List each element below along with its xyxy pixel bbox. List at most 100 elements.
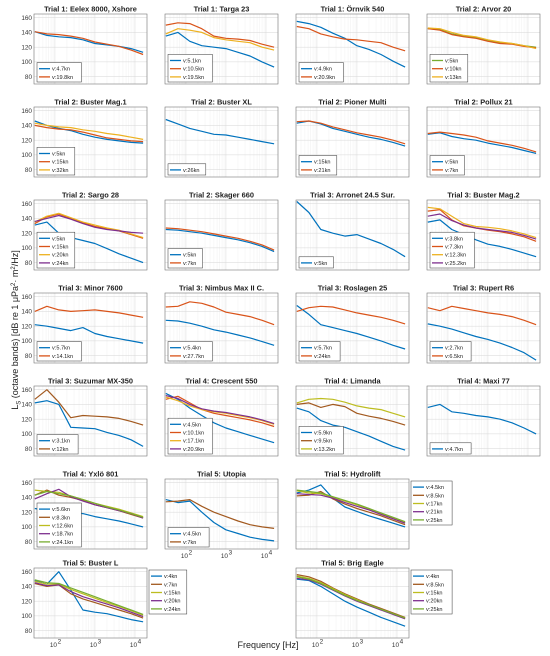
series-line [427,213,537,240]
axes-frame [295,478,410,550]
legend: v:4kn v:7kn v:15kn v:20kn v:24kn [148,569,188,615]
axes-frame [426,292,541,364]
legend-label: v:21kn [426,510,442,516]
legend-label: v:12.6kn [52,524,73,530]
legend: v:5.7kn v:24kn [298,341,341,362]
series-line [34,580,144,616]
legend-label: v:4kn [426,574,439,580]
panel-title: Trial 2: Arvor 20 [456,5,512,14]
series-line [296,493,406,524]
panel-title: Trial 2: Pioner Multi [318,98,386,107]
legend: v:2.7kn v:6.5kn [429,341,472,362]
panel: Trial 3: Suzumar MX-350 80 100 120 140 160 v:3… [21,377,148,457]
series-line [34,582,144,618]
series-line [296,20,406,68]
panel-title: Trial 2: Buster XL [191,98,252,107]
legend-label: v:4.5kn [183,532,201,538]
y-tick-label: 140 [21,495,32,502]
panel-title: Trial 3: Minor 7600 [58,284,123,293]
series-line [427,131,537,153]
legend: v:4kn v:8.5kn v:15kn v:20kn v:25kn [410,569,453,615]
panel: Trial 3: Roslagen 25 v:5.7kn v:24kn [295,284,410,364]
legend-label: v:4kn [164,574,177,580]
legend-label: v:19.8kn [52,75,73,81]
x-tick-exponent: 2 [58,639,62,646]
series-line [165,499,275,542]
legend: v:3.1kn v:12kn [36,434,79,455]
axes-frame [164,13,279,85]
series-line [296,574,406,618]
legend-label: v:24kn [164,607,180,613]
series-line [34,31,144,56]
y-axis-label: LS (octave bands) [dB re 1 μPa2· m2/Hz] [10,250,23,410]
panel: Trial 2: Pioner Multi v:15kn v:21kn [295,98,410,178]
series-line [296,578,406,627]
legend-label: v:24.1kn [52,540,73,546]
axes-frame [295,567,410,639]
axes-frame [33,199,148,271]
axes-frame [33,292,148,364]
y-tick-label: 80 [25,74,33,81]
series-line [34,213,144,239]
panel-title: Trial 3: Arronet 24.5 Sur. [310,191,395,200]
legend-label: v:18.7kn [52,532,73,538]
y-tick-label: 160 [21,569,32,576]
y-tick-label: 120 [21,598,32,605]
legend-label: v:20.9kn [314,75,335,81]
panel: Trial 2: Sargo 28 80 100 120 140 160 v:5kn v:15… [21,191,148,271]
legend-label: v:8.5kn [426,582,444,588]
legend-label: v:5kn [183,253,196,259]
panel: Trial 5: Hydroliftv:4.5knv:8.5knv:17knv:… [295,470,453,550]
axes-frame [295,199,410,271]
legend-label: v:25.2kn [445,261,466,267]
x-tick-label: 10 [130,642,138,649]
legend-label: v:5.4kn [183,346,201,352]
y-tick-label: 80 [25,539,33,546]
legend-label: v:13.2kn [314,447,335,453]
legend-label: v:21kn [314,168,330,174]
legend-label: v:10kn [445,67,461,73]
legend-label: v:14.1kn [52,354,73,360]
series-line [34,305,144,318]
legend-label: v:10.5kn [183,67,204,73]
legend: v:5kn [298,256,334,269]
y-tick-label: 120 [21,323,32,330]
legend: v:15kn v:21kn [298,155,338,176]
axes-frame [426,13,541,85]
x-tick-exponent: 3 [229,550,233,557]
legend-label: v:12kn [52,447,68,453]
panel: Trial 3: Minor 7600 80 100 120 140 160 v:5.7kn… [21,284,148,364]
legend-label: v:4.7kn [445,447,463,453]
series-line [34,324,144,344]
y-tick-label: 100 [21,152,32,159]
legend-label: v:5.6kn [52,507,70,513]
legend: v:3.8kn v:7.3kn v:12.3kn v:25.2kn [429,231,475,269]
series-line [165,31,275,68]
axes-frame [164,292,279,364]
series-line [427,132,537,154]
y-tick-label: 160 [21,294,32,301]
series-line [165,28,275,51]
y-tick-label: 100 [21,524,32,531]
legend-label: v:17.1kn [183,439,204,445]
panel-title: Trial 3: Roslagen 25 [318,284,387,293]
legend-label: v:5.1kn [183,59,201,65]
panel-title: Trial 5: Utopia [197,470,247,479]
y-tick-label: 120 [21,44,32,51]
y-tick-label: 160 [21,15,32,22]
legend-label: v:25kn [426,518,442,524]
legend: v:4.5kn v:8.5kn v:17kn v:21kn v:25kn [410,480,453,526]
legend: v:5kn v:15kn v:32kn [36,147,76,176]
x-tick-label: 10 [50,642,58,649]
legend-box [429,442,472,455]
legend-box [167,163,207,176]
legend-label: v:17kn [426,502,442,508]
series-line [34,124,144,143]
series-line [34,579,144,615]
panel-title: Trial 4: Yxlö 801 [63,470,119,479]
x-tick-exponent: 4 [138,639,142,646]
panel-title: Trial 5: Hydrolift [324,470,381,479]
